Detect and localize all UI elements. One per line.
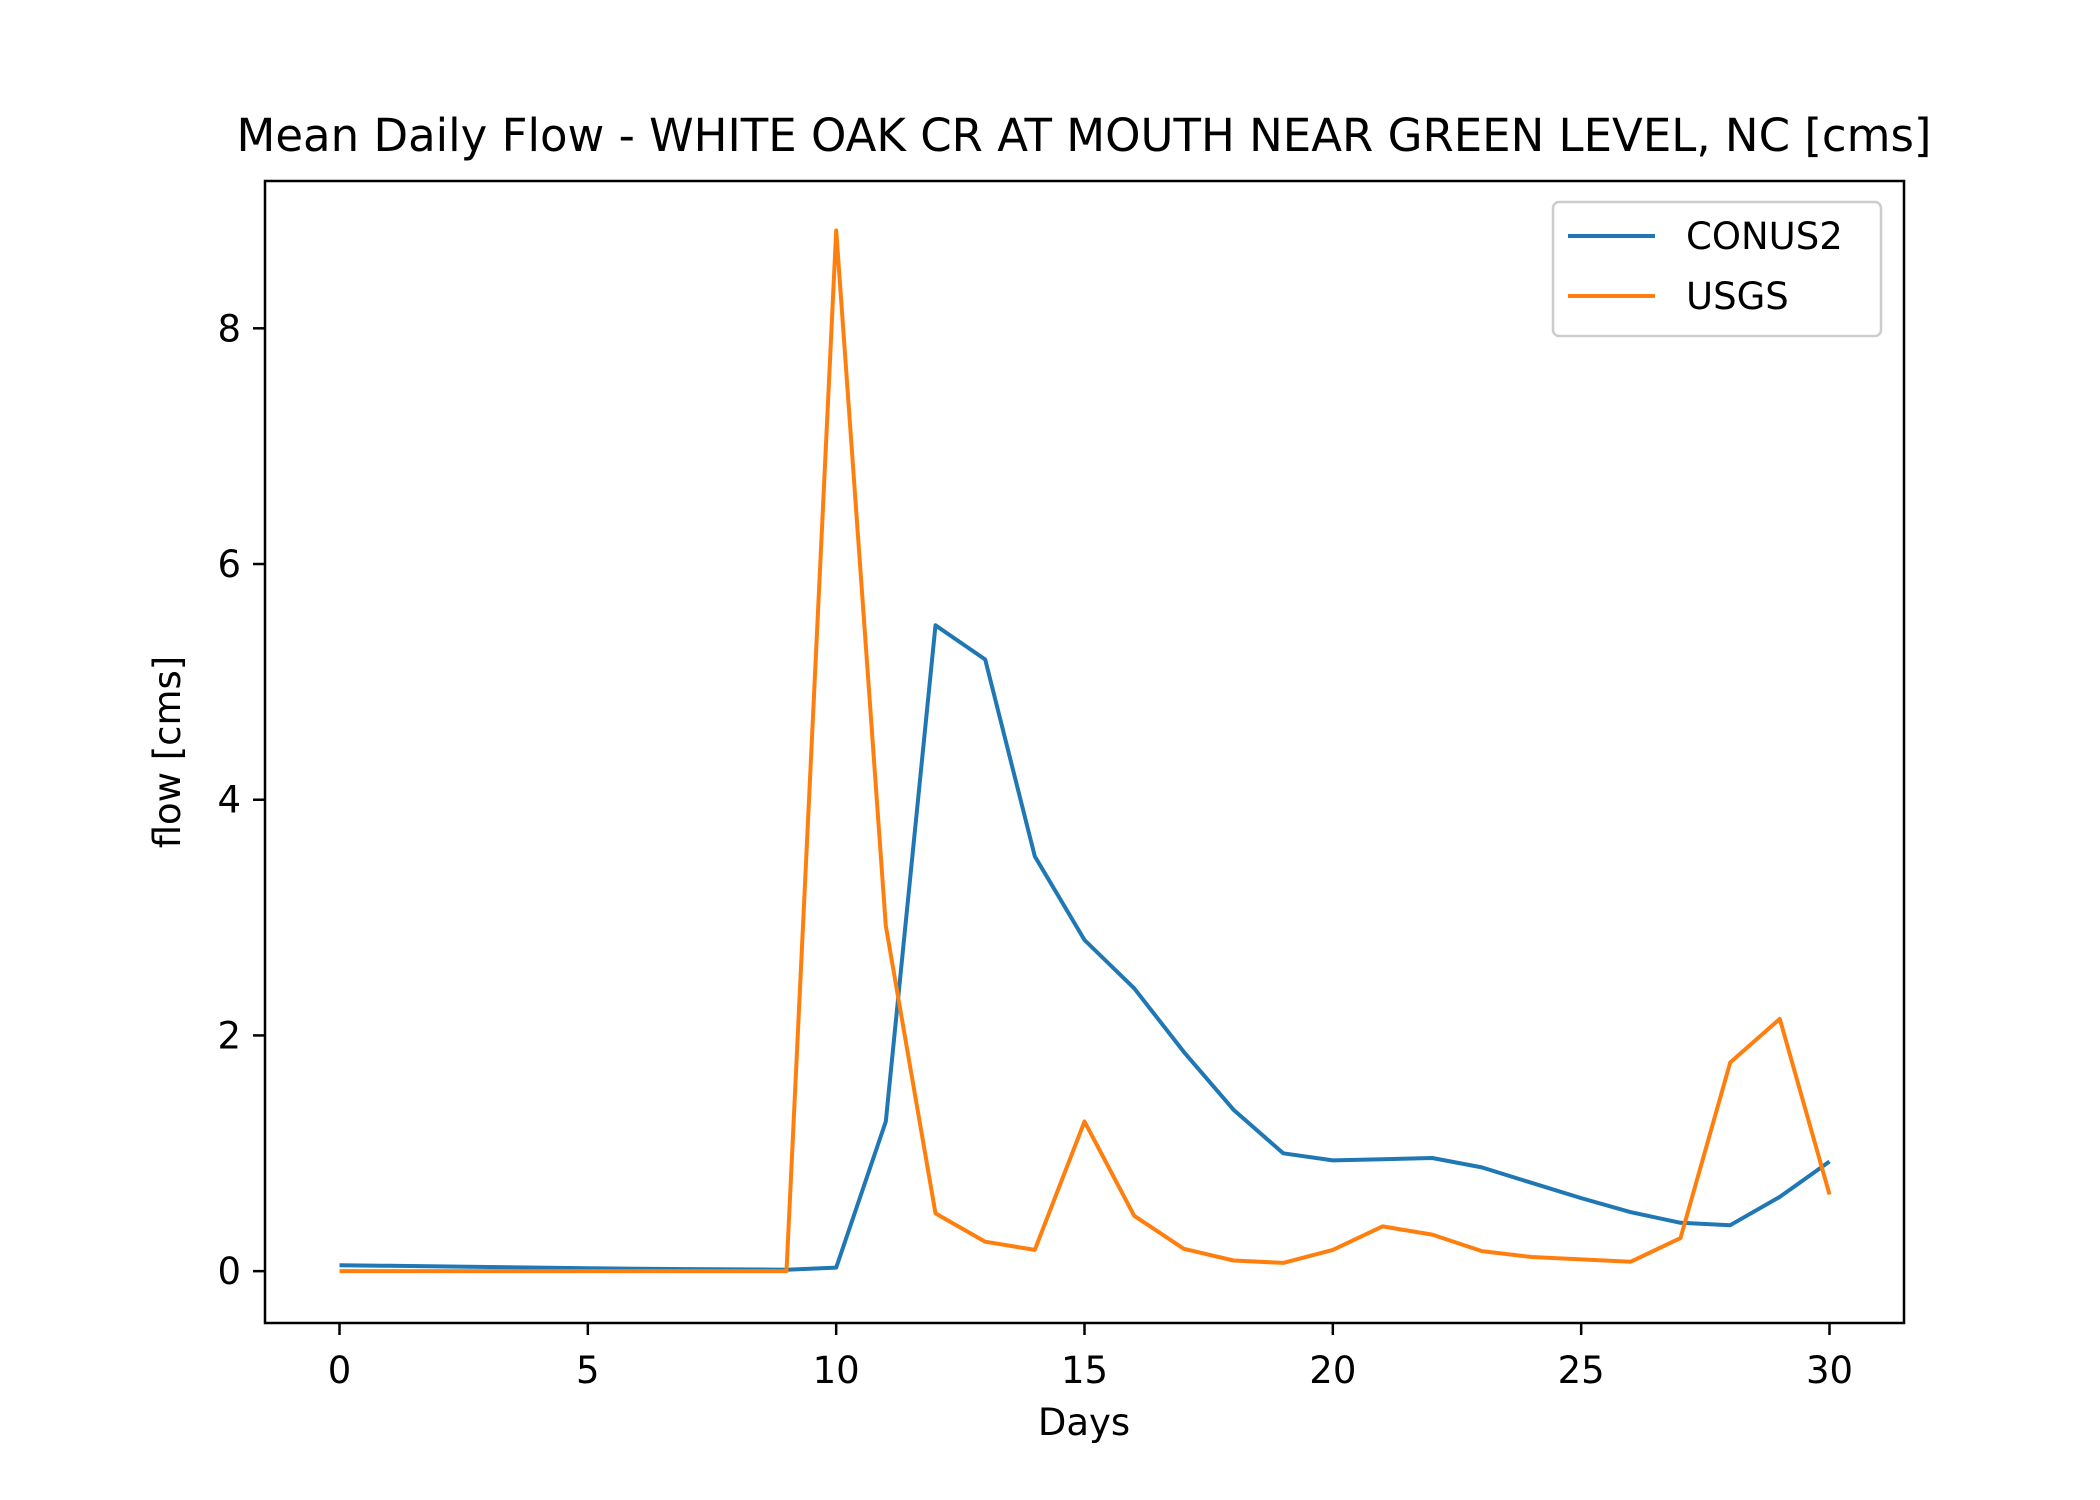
legend: CONUS2 USGS: [1551, 200, 1883, 338]
x-axis-label: Days: [1038, 1401, 1130, 1444]
y-tick-label: 6: [217, 543, 241, 586]
x-tick-label: 0: [328, 1349, 352, 1392]
x-axis-ticks: 0 5 10 15 20 25 30: [328, 1323, 1853, 1392]
x-tick-label: 10: [813, 1349, 860, 1392]
x-tick-label: 20: [1309, 1349, 1356, 1392]
y-tick-label: 2: [217, 1014, 241, 1057]
x-tick-label: 15: [1061, 1349, 1108, 1392]
legend-label-usgs: USGS: [1686, 275, 1789, 318]
y-axis-ticks: 0 2 4 6 8: [217, 307, 265, 1293]
y-axis-label: flow [cms]: [146, 656, 189, 849]
chart-title: Mean Daily Flow - WHITE OAK CR AT MOUTH …: [237, 109, 1932, 162]
y-tick-label: 8: [217, 307, 241, 350]
x-tick-label: 30: [1806, 1349, 1853, 1392]
x-tick-label: 5: [576, 1349, 600, 1392]
series-line-usgs: [339, 228, 1832, 1274]
legend-label-conus2: CONUS2: [1686, 215, 1843, 258]
series-line-conus2: [339, 623, 1831, 1272]
y-tick-label: 0: [217, 1250, 241, 1293]
y-tick-label: 4: [217, 779, 241, 822]
x-tick-label: 25: [1558, 1349, 1605, 1392]
plot-lines: [339, 228, 1832, 1274]
